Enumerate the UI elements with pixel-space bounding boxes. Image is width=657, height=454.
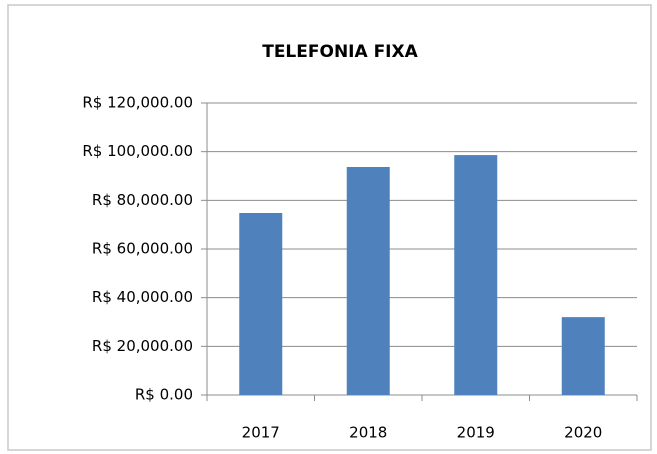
bar: [561, 317, 605, 395]
y-tick-label: R$ 120,000.00: [82, 94, 193, 112]
x-tick-label: 2020: [564, 424, 602, 442]
y-tick-label: R$ 60,000.00: [92, 240, 193, 258]
y-tick-label: R$ 100,000.00: [82, 142, 193, 160]
y-tick-label: R$ 20,000.00: [92, 337, 193, 355]
x-tick-label: 2017: [242, 424, 280, 442]
bar: [346, 166, 390, 395]
y-tick-label: R$ 40,000.00: [92, 288, 193, 306]
y-tick-label: R$ 80,000.00: [92, 191, 193, 209]
bar: [454, 155, 498, 395]
chart-frame: [7, 4, 652, 451]
y-tick-label: R$ 0.00: [135, 386, 193, 404]
chart-title: TELEFONIA FIXA: [262, 42, 418, 62]
x-tick-label: 2018: [349, 424, 387, 442]
bar: [239, 212, 283, 395]
x-tick-label: 2019: [457, 424, 495, 442]
